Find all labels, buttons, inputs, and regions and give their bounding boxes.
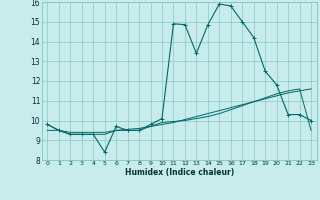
- X-axis label: Humidex (Indice chaleur): Humidex (Indice chaleur): [124, 168, 234, 177]
